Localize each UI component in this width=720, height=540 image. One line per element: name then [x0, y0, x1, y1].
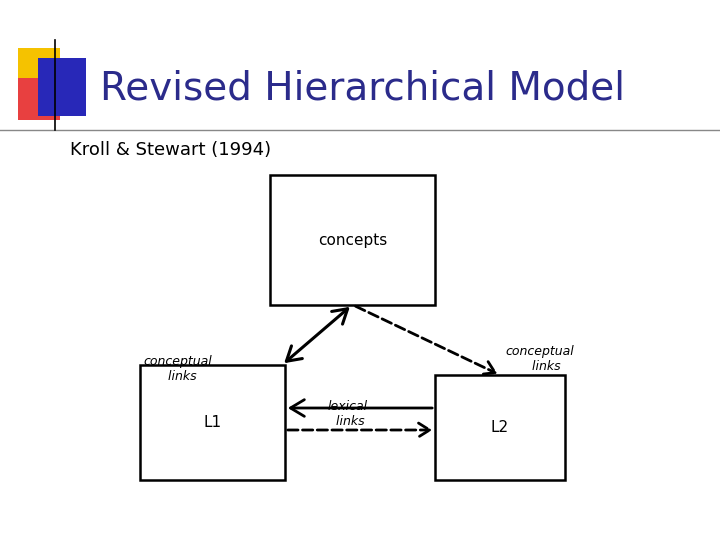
- FancyArrowPatch shape: [287, 309, 348, 361]
- FancyArrowPatch shape: [288, 423, 430, 437]
- Text: conceptual
  links: conceptual links: [143, 355, 212, 383]
- FancyArrowPatch shape: [290, 400, 432, 416]
- Bar: [18, 78, 60, 120]
- Bar: [435, 375, 565, 480]
- Text: lexical
 links: lexical links: [328, 400, 368, 428]
- Bar: [38, 58, 86, 116]
- Text: conceptual
   links: conceptual links: [505, 345, 575, 373]
- Text: Kroll & Stewart (1994): Kroll & Stewart (1994): [70, 141, 271, 159]
- Text: concepts: concepts: [318, 233, 387, 247]
- FancyArrowPatch shape: [356, 306, 495, 374]
- Bar: [270, 175, 435, 305]
- Bar: [18, 48, 60, 90]
- Text: L2: L2: [491, 420, 509, 435]
- Text: L1: L1: [204, 415, 222, 430]
- Text: Revised Hierarchical Model: Revised Hierarchical Model: [100, 69, 625, 107]
- Bar: [140, 365, 285, 480]
